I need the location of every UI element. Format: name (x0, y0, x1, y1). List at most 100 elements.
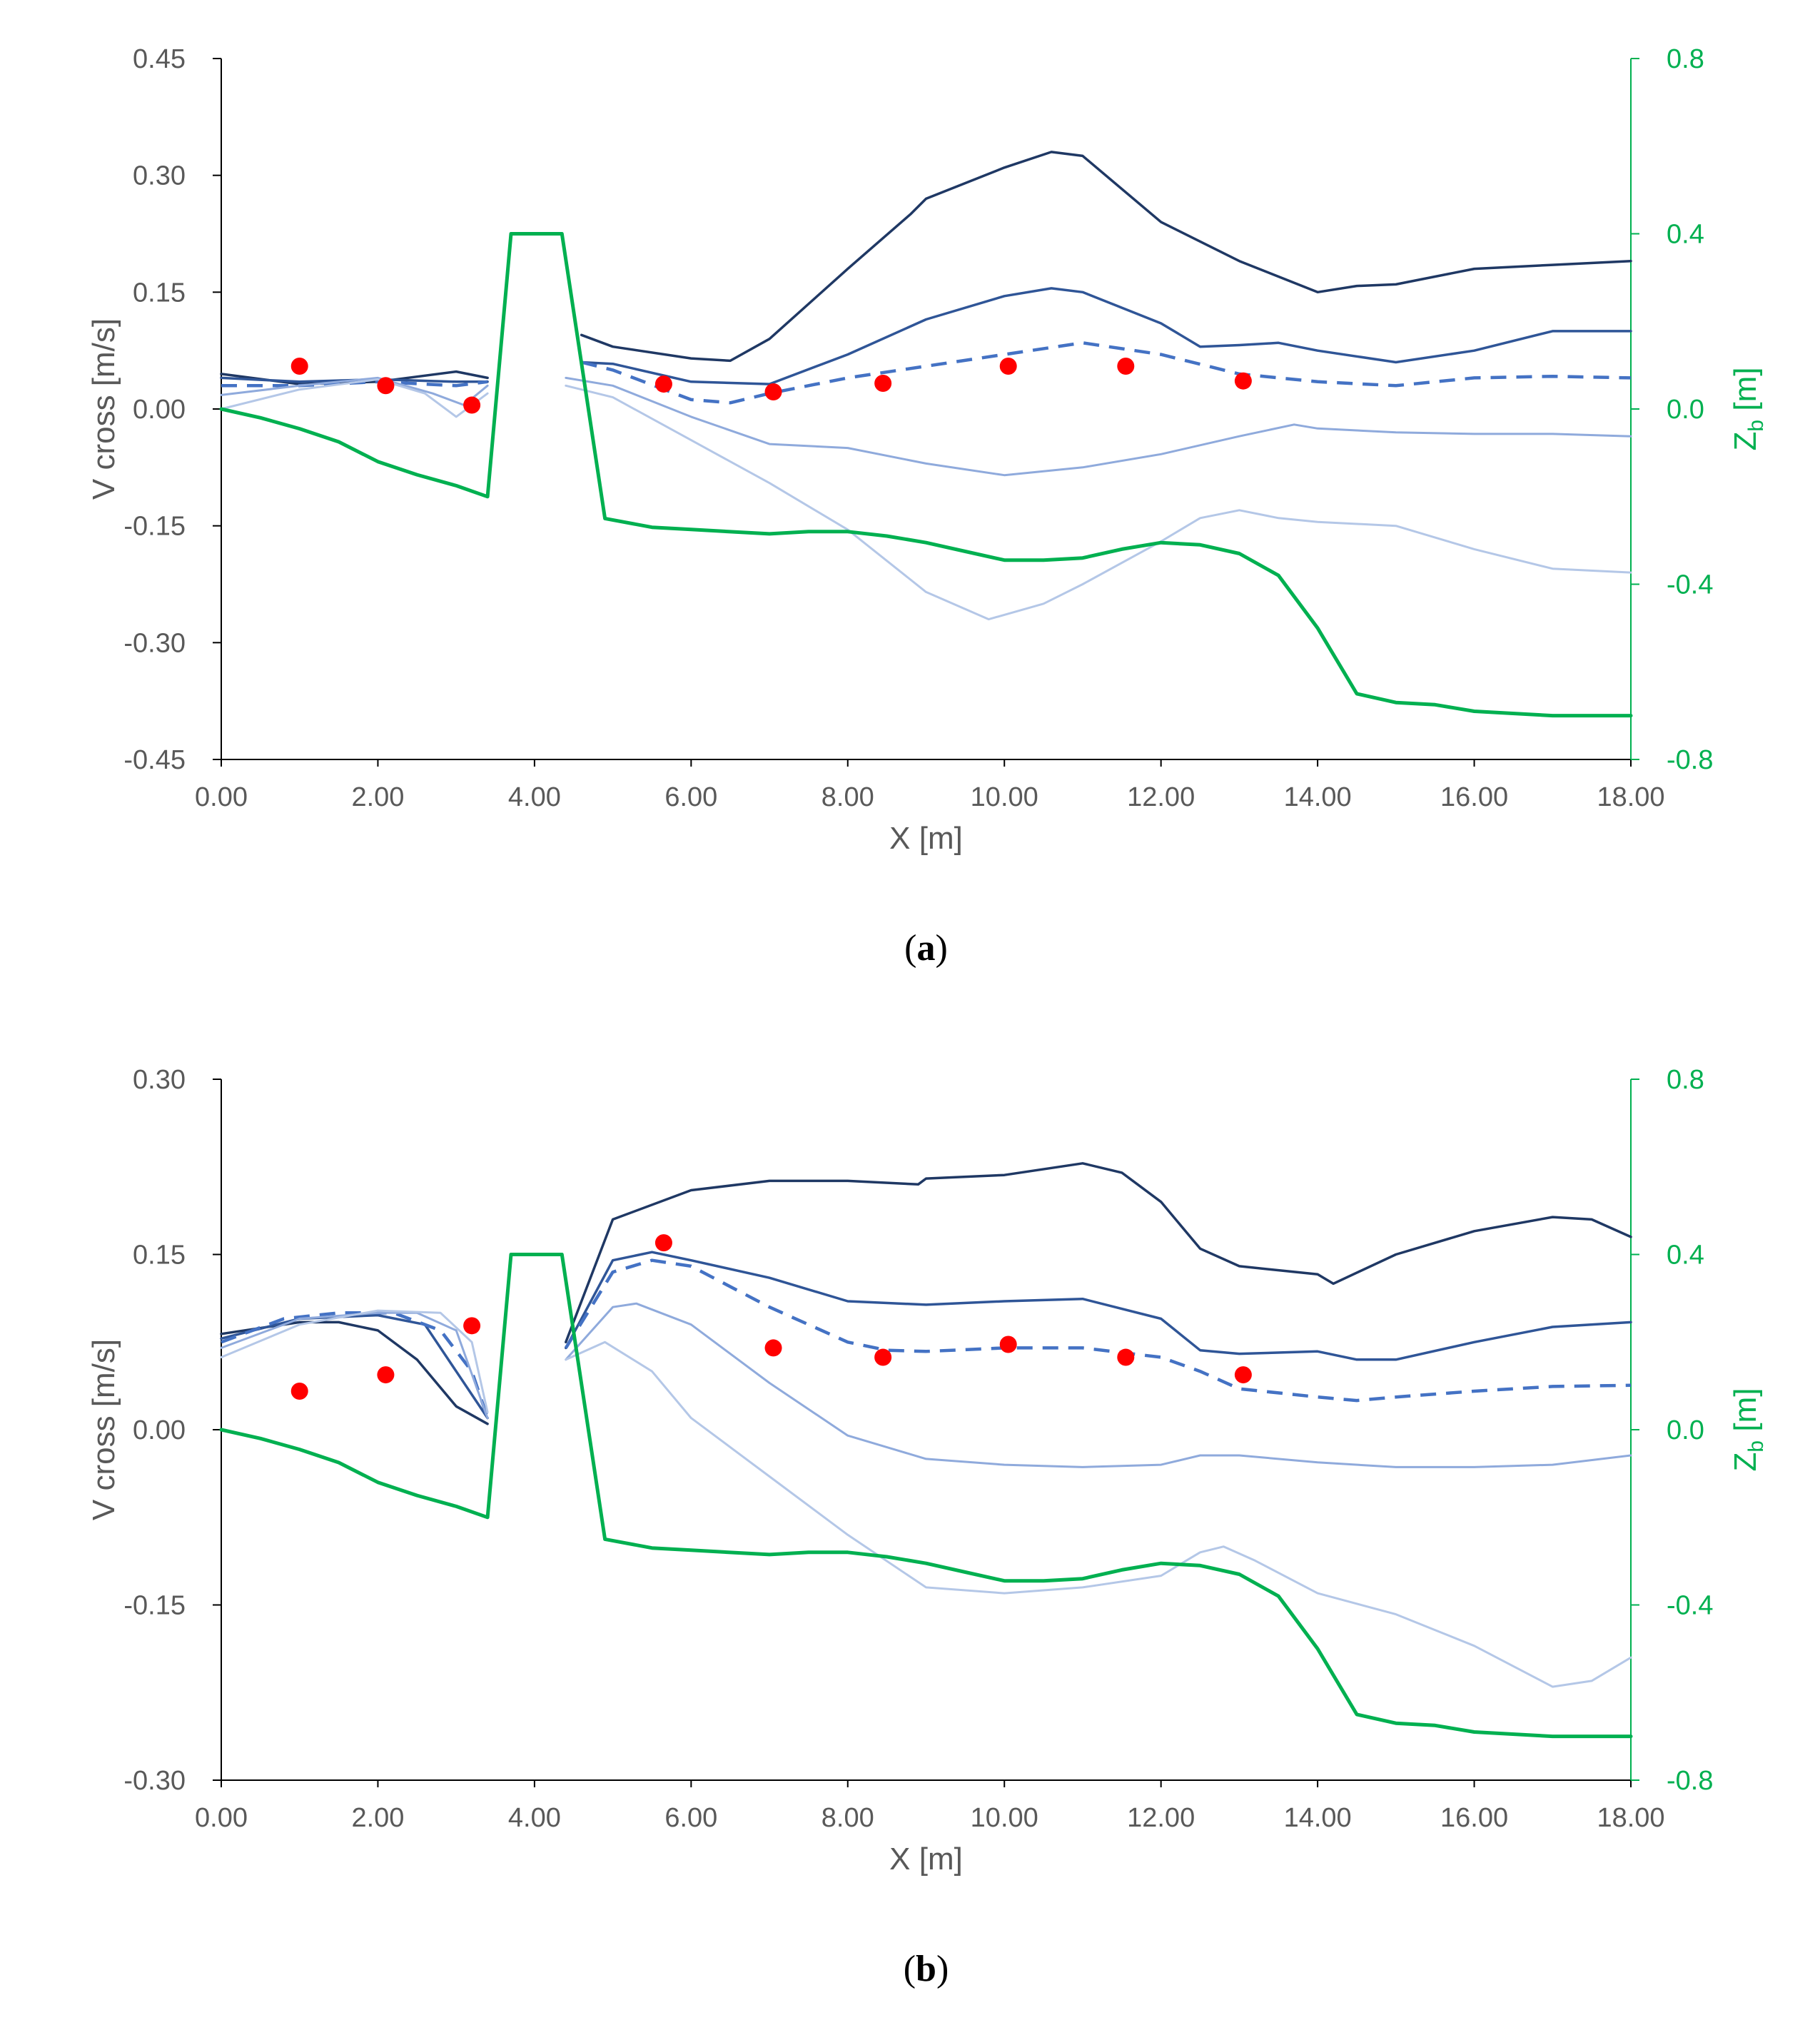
y2-axis-label: Zb [m] (1728, 368, 1768, 451)
measured-point (377, 1366, 395, 1384)
measured-point (874, 1348, 892, 1366)
y-axis-label: V cross [m/s] (86, 318, 121, 500)
measured-point (874, 374, 892, 392)
measured-point (654, 1234, 672, 1252)
series-line-light-seg1 (565, 376, 1632, 477)
y-tick-label: -0.30 (123, 628, 186, 658)
y2-axis-label-unit: [m] (1728, 1388, 1763, 1440)
x-tick-label: 10.00 (971, 782, 1038, 812)
caption-close: ) (936, 928, 948, 969)
y-tick-label: -0.15 (123, 512, 186, 542)
series-line-lighter-seg1 (565, 1340, 1632, 1688)
x-tick-label: 6.00 (664, 782, 717, 812)
series-line-light-seg1 (565, 1302, 1632, 1468)
y2-axis-label: Zb [m] (1728, 1388, 1768, 1472)
measured-point (764, 1339, 782, 1357)
y2-tick-label: 0.8 (1667, 1065, 1704, 1095)
x-tick-label: 0.00 (195, 782, 248, 812)
y-axis-label: V cross [m/s] (86, 1339, 121, 1520)
series-line-bed-seg0 (219, 1253, 1633, 1739)
series-line-dash-seg0 (221, 1311, 490, 1419)
measured-point (377, 377, 395, 395)
caption-open: ( (904, 1949, 916, 1989)
x-axis-label: X [m] (889, 821, 963, 856)
y-tick-label: 0.30 (133, 161, 186, 191)
y-tick-label: 0.15 (133, 1241, 186, 1271)
caption-letter: b (916, 1949, 936, 1989)
y-tick-label: 0.45 (133, 44, 186, 74)
series-line-light-seg0 (220, 1311, 489, 1420)
y2-axis-label-main: Z (1728, 432, 1763, 451)
x-tick-label: 6.00 (664, 1803, 717, 1833)
x-tick-label: 10.00 (971, 1803, 1038, 1833)
series-line-dash-seg1 (564, 1258, 1632, 1403)
measured-point (764, 383, 782, 400)
x-tick-label: 12.00 (1127, 782, 1195, 812)
x-axis-label: X [m] (889, 1842, 963, 1877)
series-line-dark-seg1 (580, 151, 1632, 363)
y2-tick-label: 0.0 (1667, 395, 1704, 425)
series-line-lighter-seg0 (220, 378, 489, 418)
measured-point (290, 1382, 308, 1400)
measured-point (463, 1317, 481, 1335)
y2-tick-label: -0.8 (1667, 745, 1713, 775)
series-line-lighter-seg0 (220, 1309, 489, 1413)
x-tick-label: 16.00 (1440, 1803, 1508, 1833)
x-tick-label: 8.00 (821, 782, 874, 812)
measured-point (1117, 1348, 1135, 1366)
x-tick-label: 0.00 (195, 1803, 248, 1833)
y2-axis-label-unit: [m] (1728, 368, 1763, 420)
x-tick-label: 14.00 (1284, 1803, 1352, 1833)
y2-tick-label: 0.0 (1667, 1415, 1704, 1445)
x-tick-label: 8.00 (821, 1803, 874, 1833)
series-line-dark-seg1 (565, 1162, 1632, 1344)
y-tick-label: 0.30 (133, 1065, 186, 1095)
series-line-dash-seg0 (221, 380, 488, 388)
chart-panel-a: 0.00 2.00 4.00 6.00 8.00 10.00 12.00 14.00 16.00… (86, 44, 1768, 969)
series-line-mid-seg1 (565, 1251, 1632, 1361)
y-tick-label: -0.45 (123, 745, 186, 775)
series-line-bed-seg0 (219, 232, 1633, 718)
y2-tick-label: -0.8 (1667, 1766, 1713, 1796)
measured-point (999, 357, 1017, 375)
caption-close: ) (936, 1949, 949, 1989)
y-tick-label: 0.00 (133, 395, 186, 425)
measured-point (1234, 372, 1252, 390)
x-tick-label: 14.00 (1284, 782, 1352, 812)
y-tick-label: 0.00 (133, 1415, 186, 1445)
y-tick-label: -0.30 (123, 1766, 186, 1796)
x-tick-label: 4.00 (508, 782, 561, 812)
chart-panel-b: 0.00 2.00 4.00 6.00 8.00 10.00 12.00 14.00 16.00… (86, 1065, 1768, 1989)
measured-point (1117, 357, 1135, 375)
measured-point (654, 375, 672, 393)
y2-axis-label-sub: b (1744, 420, 1768, 432)
y2-axis-label-main: Z (1728, 1453, 1763, 1472)
measured-point (1234, 1366, 1252, 1384)
x-tick-label: 16.00 (1440, 782, 1508, 812)
caption-open: ( (904, 928, 916, 969)
series-line-mid-seg0 (220, 1313, 489, 1420)
x-tick-label: 12.00 (1127, 1803, 1195, 1833)
caption-letter: a (917, 928, 936, 969)
series-line-dark-seg0 (220, 1320, 489, 1425)
x-tick-label: 18.00 (1597, 1803, 1664, 1833)
measured-point (999, 1335, 1017, 1353)
y2-tick-label: -0.4 (1667, 570, 1713, 600)
y2-tick-label: -0.4 (1667, 1591, 1713, 1621)
series-line-dash-seg1 (581, 341, 1632, 405)
x-tick-label: 2.00 (351, 1803, 404, 1833)
measured-point (463, 396, 481, 414)
y2-tick-label: 0.8 (1667, 44, 1704, 74)
x-tick-label: 18.00 (1597, 782, 1664, 812)
y2-axis-label-sub: b (1744, 1440, 1768, 1453)
x-tick-label: 4.00 (508, 1803, 561, 1833)
y-tick-label: -0.15 (123, 1591, 186, 1621)
y2-tick-label: 0.4 (1667, 1241, 1704, 1271)
y2-tick-label: 0.4 (1667, 220, 1704, 250)
series-line-lighter-seg1 (565, 384, 1632, 621)
panel-caption: (a) (904, 928, 948, 969)
panel-caption: (b) (904, 1949, 949, 1989)
y-tick-label: 0.15 (133, 278, 186, 308)
series-line-mid-seg1 (580, 287, 1632, 385)
